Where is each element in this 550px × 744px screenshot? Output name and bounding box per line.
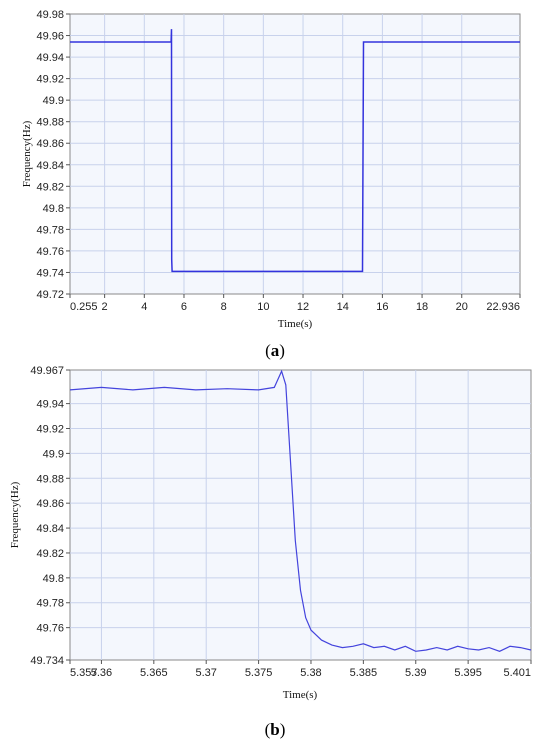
- y-axis-title-b: Frequency(Hz): [9, 481, 21, 548]
- x-tick-label: 8: [221, 301, 227, 313]
- x-tick-label: 6: [181, 301, 187, 313]
- y-tick-label: 49.86: [36, 138, 64, 150]
- caption-b: (b): [265, 720, 286, 739]
- y-tick-label: 49.8: [43, 573, 64, 585]
- y-tick-label: 49.94: [36, 52, 64, 64]
- x-tick-label: 5.385: [350, 667, 378, 679]
- y-tick-label: 49.92: [36, 423, 64, 435]
- plot-area-a: [69, 13, 521, 295]
- y-tick-label: 49.74: [36, 267, 64, 279]
- y-tick-label: 49.88: [36, 117, 64, 129]
- y-tick-label: 49.9: [43, 95, 64, 107]
- x-tick-label: 20: [456, 301, 468, 313]
- x-axis-title-a: Time(s): [278, 318, 313, 330]
- y-tick-label: 49.84: [36, 523, 64, 535]
- x-tick-label: 2: [102, 301, 108, 313]
- y-tick-label: 49.86: [36, 498, 64, 510]
- y-tick-label: 49.8: [43, 203, 64, 215]
- y-tick-label: 49.82: [36, 548, 64, 560]
- y-tick-label: 49.734: [30, 655, 64, 667]
- x-tick-label: 5.401: [503, 667, 531, 679]
- x-tick-label: 12: [297, 301, 309, 313]
- x-tick-label: 14: [337, 301, 349, 313]
- x-axis-title-b: Time(s): [283, 689, 318, 701]
- y-tick-label: 49.94: [36, 399, 64, 411]
- x-tick-label: 16: [376, 301, 388, 313]
- y-axis-title-a: Frequency(Hz): [21, 120, 33, 187]
- y-tick-label: 49.72: [36, 289, 64, 301]
- x-tick-label: 18: [416, 301, 428, 313]
- x-tick-label: 5.38: [300, 667, 321, 679]
- y-tick-label: 49.92: [36, 74, 64, 86]
- x-tick-label: 5.36: [91, 667, 112, 679]
- x-tick-label: 4: [141, 301, 147, 313]
- x-tick-label: 22.936: [486, 301, 520, 313]
- y-tick-label: 49.9: [43, 448, 64, 460]
- y-ticks-a: 49.72 49.74 49.76 49.78 49.8 49.82 49.84 49.86 4…: [36, 9, 70, 301]
- x-tick-label: 5.365: [140, 667, 168, 679]
- series-line-b: [69, 369, 532, 652]
- x-tick-label: 5.37: [195, 667, 216, 679]
- y-tick-label: 49.76: [36, 623, 64, 635]
- x-tick-label: 5.357: [70, 667, 98, 679]
- y-tick-label: 49.967: [30, 365, 64, 377]
- y-tick-label: 49.88: [36, 473, 64, 485]
- x-tick-label: 0.255: [70, 301, 98, 313]
- chart-a: 49.72 49.74 49.76 49.78 49.8 49.82 49.84 49.86 4…: [21, 9, 521, 360]
- x-ticks-a: 0.255 2 4 6 8 10 12 14 16 18 20 22.936: [69, 294, 521, 313]
- y-tick-label: 49.98: [36, 9, 64, 21]
- chart-b: 49.734 49.76 49.78 49.8 49.82 49.84 49.86 49.88…: [9, 365, 532, 739]
- series-line-a: [70, 29, 520, 273]
- x-tick-label: 5.39: [405, 667, 426, 679]
- grid-b: [70, 370, 531, 660]
- y-tick-label: 49.82: [36, 181, 64, 193]
- x-tick-label: 5.375: [245, 667, 273, 679]
- y-tick-label: 49.76: [36, 246, 64, 258]
- grid-a: [70, 14, 520, 294]
- y-tick-label: 49.84: [36, 160, 64, 172]
- caption-a: (a): [265, 341, 285, 360]
- y-tick-label: 49.96: [36, 31, 64, 43]
- y-ticks-b: 49.734 49.76 49.78 49.8 49.82 49.84 49.86 49.88…: [30, 365, 70, 667]
- plot-area-b: [69, 369, 532, 661]
- y-tick-label: 49.78: [36, 224, 64, 236]
- x-tick-label: 5.395: [454, 667, 482, 679]
- y-tick-label: 49.78: [36, 598, 64, 610]
- x-tick-label: 10: [257, 301, 269, 313]
